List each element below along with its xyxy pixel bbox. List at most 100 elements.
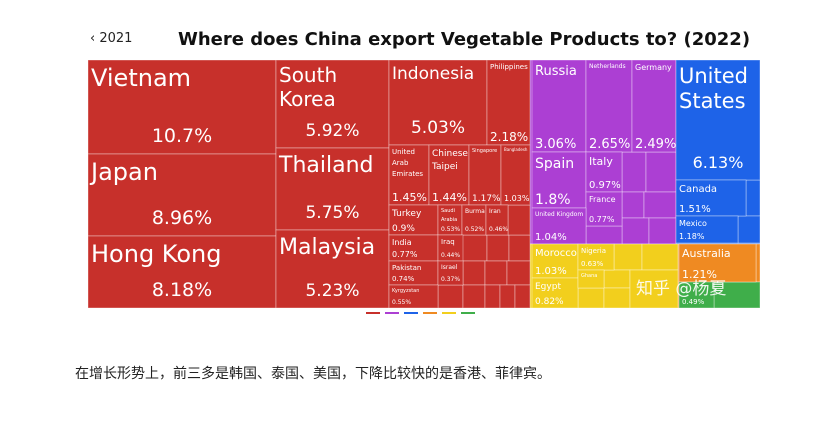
tile-country-label: Chinese xyxy=(432,149,468,159)
treemap-tile xyxy=(500,144,531,206)
treemap-minor-tile xyxy=(462,284,486,309)
treemap-minor-tile xyxy=(437,284,464,309)
caption-text: 在增长形势上，前三多是韩国、泰国、美国，下降比较快的是香港、菲律宾。 xyxy=(75,366,551,382)
treemap-minor-tile xyxy=(621,151,647,193)
treemap-minor-tile xyxy=(484,260,508,286)
treemap-tile xyxy=(678,281,715,309)
tile-share-value: 0.63% xyxy=(581,260,604,268)
treemap-tile xyxy=(428,144,470,206)
treemap-minor-tile xyxy=(641,243,679,271)
treemap-minor-tile xyxy=(603,287,631,309)
tile-country-label: United Kingdom xyxy=(535,211,583,218)
treemap-tile xyxy=(585,59,633,153)
treemap-tile xyxy=(577,243,615,271)
treemap-tile xyxy=(585,191,623,227)
treemap-minor-tile xyxy=(514,284,531,309)
tile-share-value: 0.46% xyxy=(489,226,508,233)
tile-share-value: 1.18% xyxy=(679,232,705,241)
back-to-2021-link[interactable]: ‹ 2021 xyxy=(90,31,132,46)
tile-share-value: 1.21% xyxy=(682,268,717,281)
treemap-tile xyxy=(531,243,579,279)
tile-country-label: Mexico xyxy=(679,219,707,228)
treemap-minor-tile xyxy=(508,234,531,262)
tile-country-label: Philippines xyxy=(490,63,528,71)
treemap-tile xyxy=(87,153,277,237)
chart-title: Where does China export Vegetable Produc… xyxy=(178,29,751,50)
tile-share-value: 0.44% xyxy=(441,252,460,259)
tile-country-label: Italy xyxy=(589,155,613,168)
region-color-swatch xyxy=(442,312,456,314)
treemap-tile xyxy=(468,144,502,206)
treemap-minor-tile xyxy=(499,284,516,309)
tile-share-value: 0.53% xyxy=(441,226,460,233)
tile-share-value: 6.13% xyxy=(693,153,744,172)
tile-share-value: 2.49% xyxy=(635,137,676,152)
treemap-tile xyxy=(437,234,464,262)
tile-country-label: Singapore xyxy=(472,148,497,154)
chevron-left-icon: ‹ xyxy=(90,31,96,46)
tile-share-value: 2.18% xyxy=(490,130,528,144)
treemap-minor-tile xyxy=(613,243,643,271)
treemap-tile xyxy=(678,243,757,283)
tile-share-value: 1.03% xyxy=(535,266,567,277)
tile-share-value: 0.82% xyxy=(535,297,564,307)
treemap-minor-tile xyxy=(713,281,761,309)
treemap-minor-tile xyxy=(621,217,650,245)
tile-country-label: Burma xyxy=(465,208,485,215)
tile-country-label: Australia xyxy=(682,247,731,260)
tile-share-value: 5.92% xyxy=(305,121,359,141)
tile-share-value: 1.8% xyxy=(535,192,571,208)
treemap-minor-tile xyxy=(577,287,605,309)
treemap-minor-tile xyxy=(506,260,531,286)
tile-country-label: France xyxy=(589,195,616,204)
region-color-swatch xyxy=(423,312,437,314)
treemap-tile xyxy=(675,179,747,217)
tile-country-label: Germany xyxy=(635,63,672,72)
tile-country-label: Morocco xyxy=(535,248,577,259)
treemap-tile xyxy=(675,59,761,181)
tile-country-label: Malaysia xyxy=(279,235,375,260)
tile-country-label: Turkey xyxy=(391,209,422,219)
tile-share-value: 0.55% xyxy=(392,299,411,306)
tile-share-value: 1.17% xyxy=(472,194,501,204)
tile-country-label: Arabia xyxy=(441,217,457,223)
treemap-minor-tile xyxy=(643,191,677,219)
treemap-tile xyxy=(485,204,509,236)
tile-country-label: Pakistan xyxy=(392,264,421,272)
region-color-swatch xyxy=(385,312,399,314)
tile-country-label: India xyxy=(392,238,412,247)
treemap-minor-tile xyxy=(755,243,761,283)
tile-country-label: Nigeria xyxy=(581,247,606,255)
treemap-tile xyxy=(437,204,463,236)
tile-share-value: 0.37% xyxy=(441,276,460,283)
tile-share-value: 5.03% xyxy=(411,118,465,138)
back-label: 2021 xyxy=(99,31,133,46)
treemap-tile xyxy=(388,204,439,236)
treemap-minor-tile xyxy=(621,191,645,219)
treemap-minor-tile xyxy=(585,225,623,245)
tile-share-value: 0.9% xyxy=(392,224,415,234)
tile-country-label: Iran xyxy=(489,208,501,215)
tile-country-label: Korea xyxy=(279,87,336,111)
treemap-tile xyxy=(388,59,488,146)
treemap-minor-tile xyxy=(461,234,488,262)
tile-country-label: Russia xyxy=(535,64,577,79)
treemap-tile xyxy=(275,147,390,231)
tile-share-value: 10.7% xyxy=(152,125,212,147)
treemap-tile xyxy=(531,277,579,309)
treemap-minor-tile xyxy=(629,269,679,309)
region-color-swatch xyxy=(404,312,418,314)
tile-share-value: 1.51% xyxy=(679,204,711,215)
tile-share-value: 0.77% xyxy=(589,215,615,224)
tile-share-value: 3.06% xyxy=(535,137,576,152)
tile-country-label: Israel xyxy=(441,264,458,271)
tile-share-value: 0.74% xyxy=(392,275,415,283)
tile-country-label: Arab xyxy=(392,159,409,167)
treemap-minor-tile xyxy=(745,179,761,217)
tile-country-label: Netherlands xyxy=(589,63,626,70)
tile-country-label: Spain xyxy=(535,156,574,172)
treemap-tile xyxy=(585,151,623,193)
tile-share-value: 0.49% xyxy=(682,298,705,306)
tile-share-value: 1.04% xyxy=(535,232,567,243)
tile-country-label: Egypt xyxy=(535,282,561,292)
